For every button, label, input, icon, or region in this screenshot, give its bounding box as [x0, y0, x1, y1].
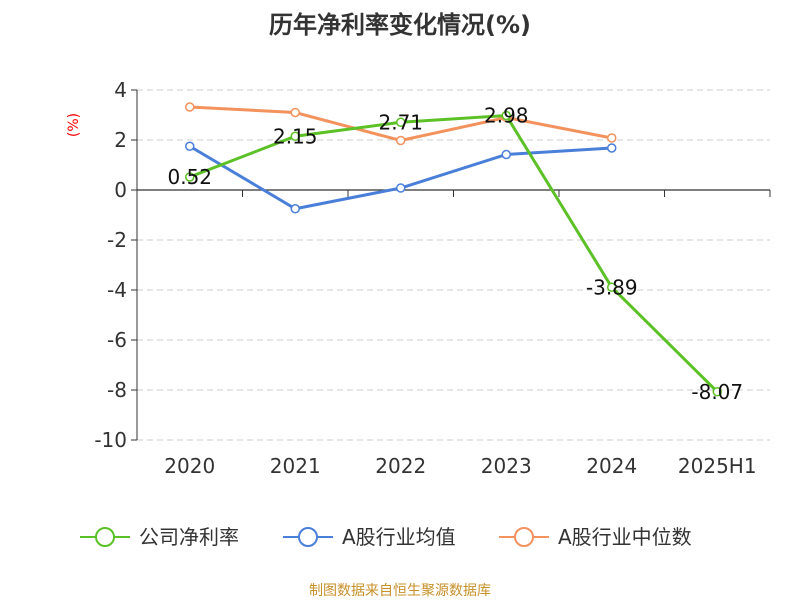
y-tick-label: 2 [114, 128, 127, 152]
series-path [188, 144, 612, 211]
y-tick-labels: 4 2 0 -2 -4 -6 -8 -10 [94, 78, 127, 452]
data-point[interactable] [712, 387, 722, 397]
x-tick-label: 2022 [375, 454, 426, 478]
data-point[interactable] [607, 282, 617, 292]
x-tick-label: 2025H1 [678, 454, 757, 478]
axes [131, 89, 771, 441]
legend-item-1[interactable]: A股行业均值 [283, 525, 456, 549]
data-point[interactable] [185, 172, 195, 182]
chart-title: 历年净利率变化情况(%) [269, 11, 531, 39]
y-tick-label: -6 [107, 328, 127, 352]
legend-label: A股行业均值 [342, 525, 456, 549]
data-point[interactable] [607, 143, 617, 153]
x-tick-label: 2020 [164, 454, 215, 478]
y-tick-label: -8 [107, 378, 127, 402]
data-point[interactable] [185, 141, 195, 151]
y-tick-label: -2 [107, 228, 127, 252]
y-tick-label: -10 [94, 428, 127, 452]
data-point[interactable] [290, 204, 300, 214]
legend-marker [514, 527, 534, 547]
data-point[interactable] [290, 131, 300, 141]
x-tick-label: 2021 [270, 454, 321, 478]
data-point[interactable] [396, 117, 406, 127]
legend-marker [95, 527, 115, 547]
legend-label: 公司净利率 [139, 525, 239, 549]
legend: 公司净利率 A股行业均值 A股行业中位数 [80, 525, 692, 549]
data-labels: 0.52 2.15 2.71 2.98 -3.89 -8.07 [167, 104, 743, 404]
data-label: 2.15 [273, 124, 318, 148]
series-line-1 [185, 141, 617, 214]
legend-item-0[interactable]: 公司净利率 [80, 525, 239, 549]
data-label: -8.07 [691, 380, 743, 404]
series-line-0 [185, 110, 722, 397]
series-group [185, 102, 722, 397]
legend-label: A股行业中位数 [558, 525, 692, 549]
data-point[interactable] [501, 149, 511, 160]
data-point[interactable] [290, 107, 300, 118]
data-label: 2.71 [378, 110, 423, 134]
data-point[interactable] [607, 133, 617, 143]
data-point[interactable] [396, 183, 406, 193]
y-tick-label: 4 [114, 78, 127, 102]
data-label: -3.89 [586, 275, 638, 299]
y-tick-label: -4 [107, 278, 127, 302]
data-point[interactable] [185, 102, 195, 112]
legend-item-2[interactable]: A股行业中位数 [499, 525, 692, 549]
data-label: 0.52 [167, 165, 212, 189]
source-note: 制图数据来自恒生聚源数据库 [309, 583, 491, 599]
gridlines [137, 89, 770, 441]
x-tick-label: 2023 [481, 454, 532, 478]
y-axis-label: (%) [66, 113, 82, 137]
x-tick-labels: 2020 2021 2022 2023 2024 2025H1 [164, 454, 756, 478]
x-tick-label: 2024 [586, 454, 637, 478]
data-point[interactable] [501, 110, 511, 121]
series-path [189, 113, 719, 393]
y-tick-label: 0 [114, 178, 127, 202]
data-point[interactable] [396, 135, 406, 146]
data-label: 2.98 [484, 104, 529, 128]
legend-marker [298, 527, 318, 547]
